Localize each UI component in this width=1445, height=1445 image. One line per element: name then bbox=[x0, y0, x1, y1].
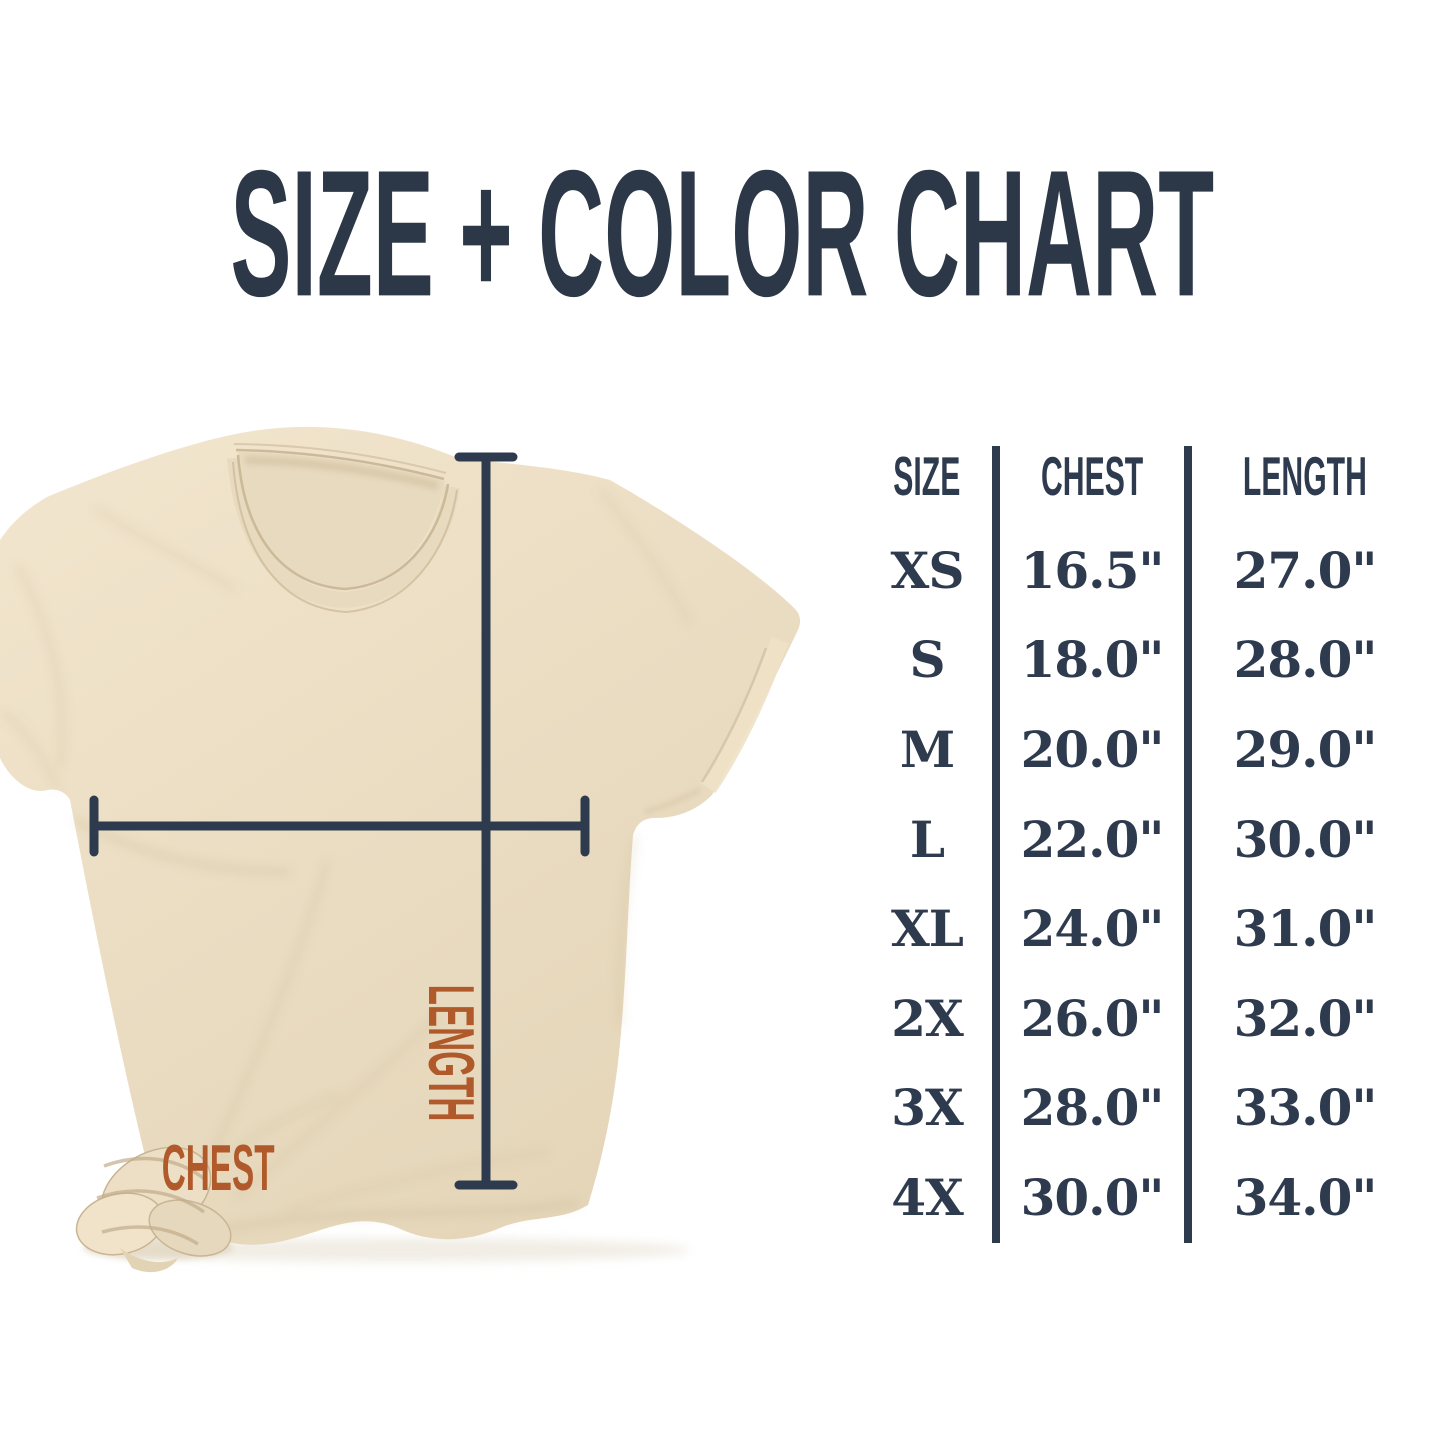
size-cell: XL bbox=[891, 899, 964, 959]
size-table-column-size: SIZE XS S M L XL 2X 3X 4X bbox=[862, 446, 992, 1243]
collar-band-inner-seam bbox=[236, 454, 450, 591]
length-cell: 29.0" bbox=[1233, 719, 1378, 779]
chest-measure-label: CHEST bbox=[156, 1133, 280, 1205]
size-table: SIZE XS S M L XL 2X 3X 4X CHEST 16.5" 18… bbox=[862, 446, 1418, 1243]
chest-cell: 22.0" bbox=[1020, 809, 1165, 869]
length-cell: 34.0" bbox=[1233, 1168, 1378, 1227]
neck-opening bbox=[238, 452, 445, 589]
collar-band bbox=[227, 457, 460, 609]
column-header-length: LENGTH bbox=[1243, 446, 1367, 508]
hem-knot bbox=[75, 1146, 233, 1273]
length-measure-label: LENGTH bbox=[414, 983, 486, 1123]
size-table-column-length: LENGTH 27.0" 28.0" 29.0" 30.0" 31.0" 32.… bbox=[1184, 446, 1418, 1243]
length-cell: 32.0" bbox=[1233, 988, 1378, 1048]
back-collar-stitch bbox=[233, 443, 447, 474]
tshirt-illustration bbox=[0, 426, 801, 1273]
size-cell: 4X bbox=[891, 1168, 964, 1227]
length-cell: 28.0" bbox=[1233, 630, 1378, 690]
size-table-column-chest: CHEST 16.5" 18.0" 20.0" 22.0" 24.0" 26.0… bbox=[992, 446, 1184, 1243]
tshirt-body bbox=[0, 426, 801, 1245]
length-cell: 30.0" bbox=[1233, 809, 1378, 869]
chest-cell: 18.0" bbox=[1020, 630, 1165, 690]
size-cell: S bbox=[909, 630, 945, 690]
size-cell: L bbox=[909, 809, 945, 869]
chest-cell: 30.0" bbox=[1020, 1168, 1165, 1227]
right-sleeve-cuff-band bbox=[700, 636, 789, 794]
collar-band-outer-seam bbox=[232, 461, 458, 614]
collar-inner-shadow bbox=[244, 456, 439, 490]
chest-cell: 16.5" bbox=[1020, 540, 1165, 600]
chest-cell: 26.0" bbox=[1020, 988, 1165, 1048]
measurement-lines bbox=[89, 452, 590, 1190]
tshirt-measurement-diagram: CHEST LENGTH bbox=[0, 395, 880, 1300]
chest-cell: 24.0" bbox=[1020, 899, 1165, 959]
chest-cell: 20.0" bbox=[1020, 719, 1165, 779]
length-measure-label-text: LENGTH bbox=[414, 984, 486, 1122]
size-cell: XS bbox=[890, 540, 965, 600]
page-title-text: SIZE + COLOR CHART bbox=[230, 132, 1215, 334]
length-cell: 33.0" bbox=[1233, 1078, 1378, 1138]
length-cell: 27.0" bbox=[1233, 540, 1378, 600]
chest-cell: 28.0" bbox=[1020, 1078, 1165, 1138]
fabric-wrinkles bbox=[0, 488, 693, 1236]
size-cell: 2X bbox=[891, 988, 964, 1048]
column-header-chest: CHEST bbox=[1040, 446, 1144, 508]
size-cell: M bbox=[899, 719, 955, 779]
length-cell: 31.0" bbox=[1233, 899, 1378, 959]
column-header-size: SIZE bbox=[893, 446, 961, 508]
size-cell: 3X bbox=[891, 1078, 964, 1138]
right-sleeve-cuff-seam bbox=[700, 647, 768, 783]
back-collar-seam bbox=[235, 448, 445, 481]
right-sleeve-underarm-crease bbox=[644, 788, 701, 814]
chest-measure-label-text: CHEST bbox=[161, 1133, 275, 1205]
